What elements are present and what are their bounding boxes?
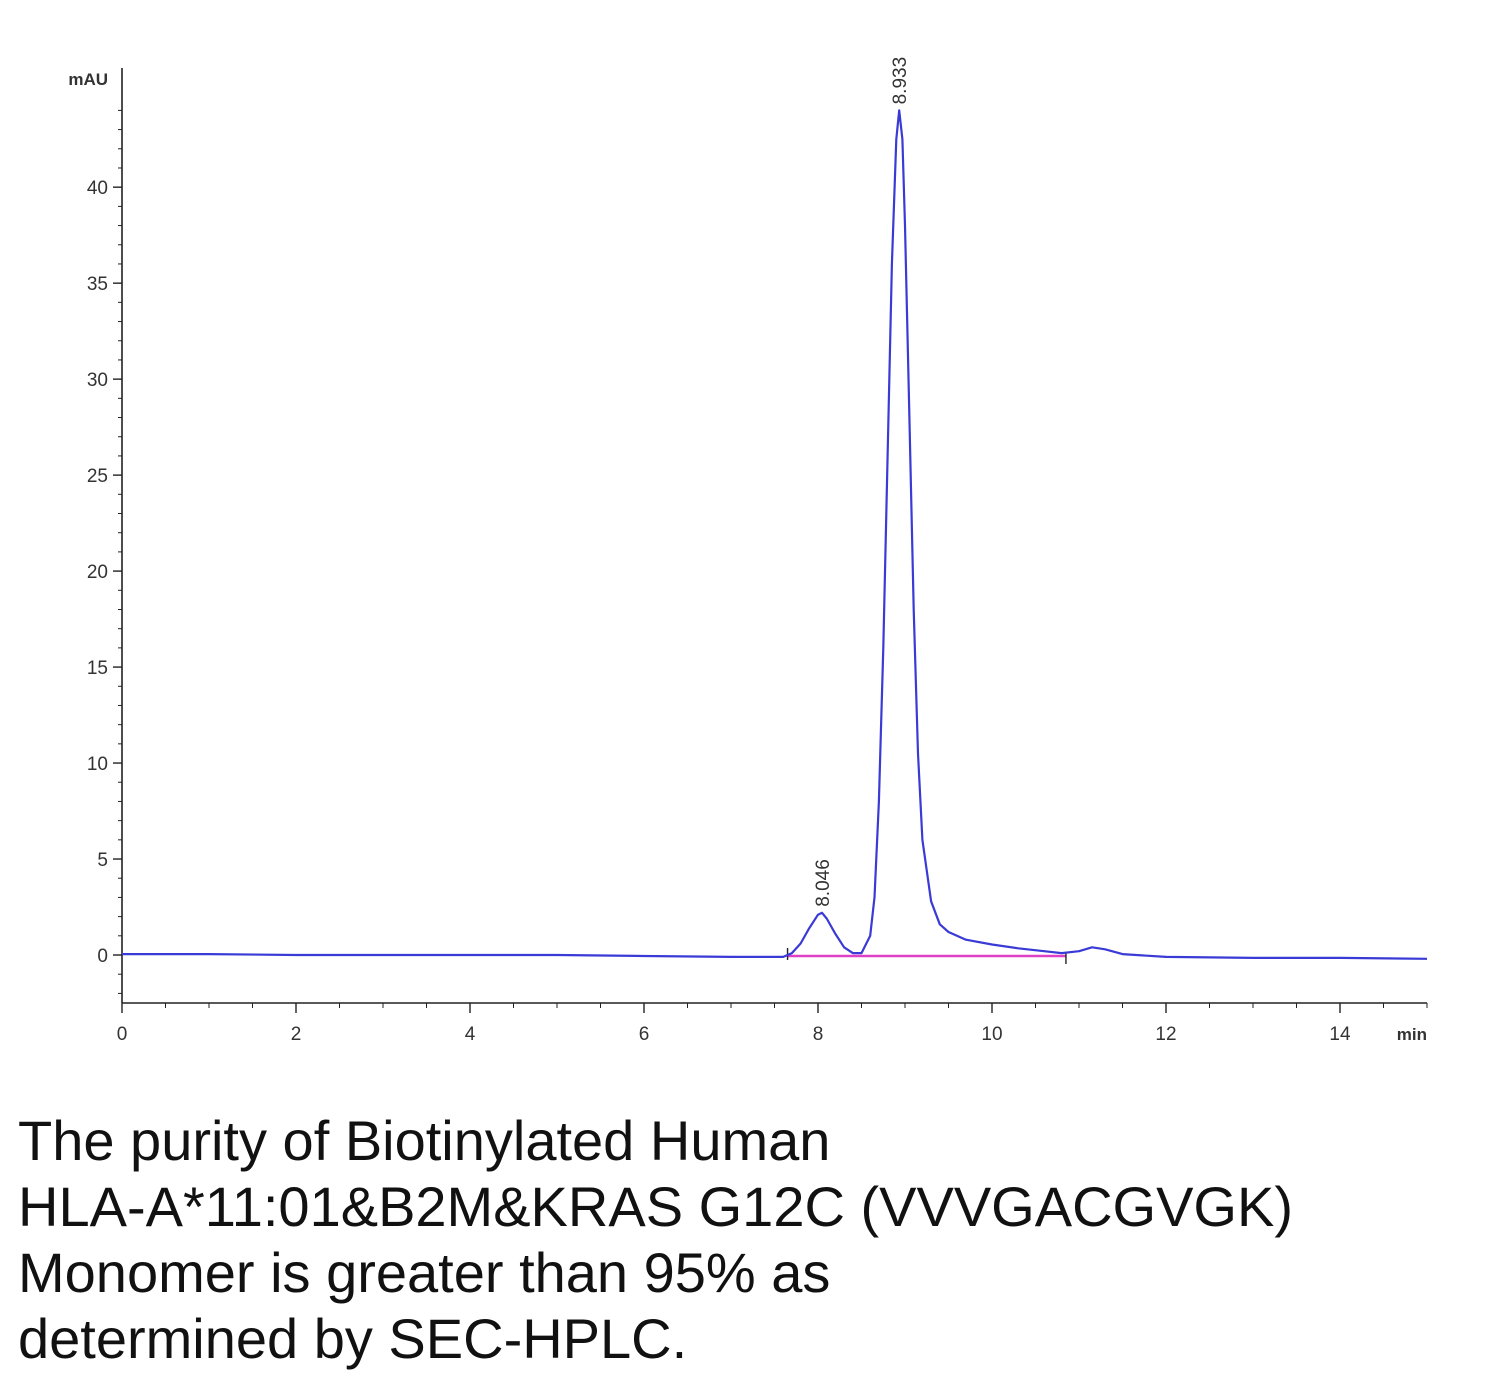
x-tick-label: 14 xyxy=(1329,1024,1351,1045)
tick-labels: 0 5 10 15 20 25 30 35 40 mAU 0 2 4 6 8 10 12 14 min xyxy=(68,70,1427,1045)
caption-line-4: determined by SEC-HPLC. xyxy=(18,1307,688,1370)
x-tick-label: 10 xyxy=(981,1024,1002,1045)
y-tick-label: 40 xyxy=(87,178,108,199)
y-tick-label: 0 xyxy=(97,946,108,967)
y-tick-label: 35 xyxy=(87,274,108,295)
axes xyxy=(121,68,1427,1004)
peak-labels: 8.046 8.933 xyxy=(813,57,911,907)
caption-line-2: HLA-A*11:01&B2M&KRAS G12C (VVVGACGVGK) xyxy=(18,1175,1293,1238)
y-tick-label: 30 xyxy=(87,370,108,391)
y-tick-label: 20 xyxy=(87,562,108,583)
x-tick-label: 2 xyxy=(291,1024,302,1045)
x-tick-label: 0 xyxy=(117,1024,128,1045)
integration-baseline-group xyxy=(786,948,1067,965)
peak-label: 8.933 xyxy=(890,57,911,105)
peak-label: 8.046 xyxy=(813,859,834,907)
chromatogram-chart: 0 5 10 15 20 25 30 35 40 mAU 0 2 4 6 8 10 12 14 min 8.046 8… xyxy=(68,57,1428,1045)
caption-line-3: Monomer is greater than 95% as xyxy=(18,1241,831,1304)
y-tick-label: 25 xyxy=(87,466,108,487)
tick-marks xyxy=(113,109,1428,1013)
x-tick-label: 6 xyxy=(639,1024,650,1045)
x-tick-label: 4 xyxy=(465,1024,476,1045)
x-tick-label: 8 xyxy=(813,1024,824,1045)
caption: The purity of Biotinylated Human HLA-A*1… xyxy=(18,1108,1478,1372)
chromatogram-trace xyxy=(122,109,1428,960)
x-tick-label: 12 xyxy=(1155,1024,1176,1045)
y-tick-label: 5 xyxy=(97,850,108,871)
y-tick-label: 15 xyxy=(87,658,108,679)
y-unit-label: mAU xyxy=(68,70,108,89)
x-unit-label: min xyxy=(1397,1025,1427,1044)
trace-group xyxy=(122,109,1428,960)
y-tick-label: 10 xyxy=(87,754,108,775)
caption-line-1: The purity of Biotinylated Human xyxy=(18,1109,831,1172)
